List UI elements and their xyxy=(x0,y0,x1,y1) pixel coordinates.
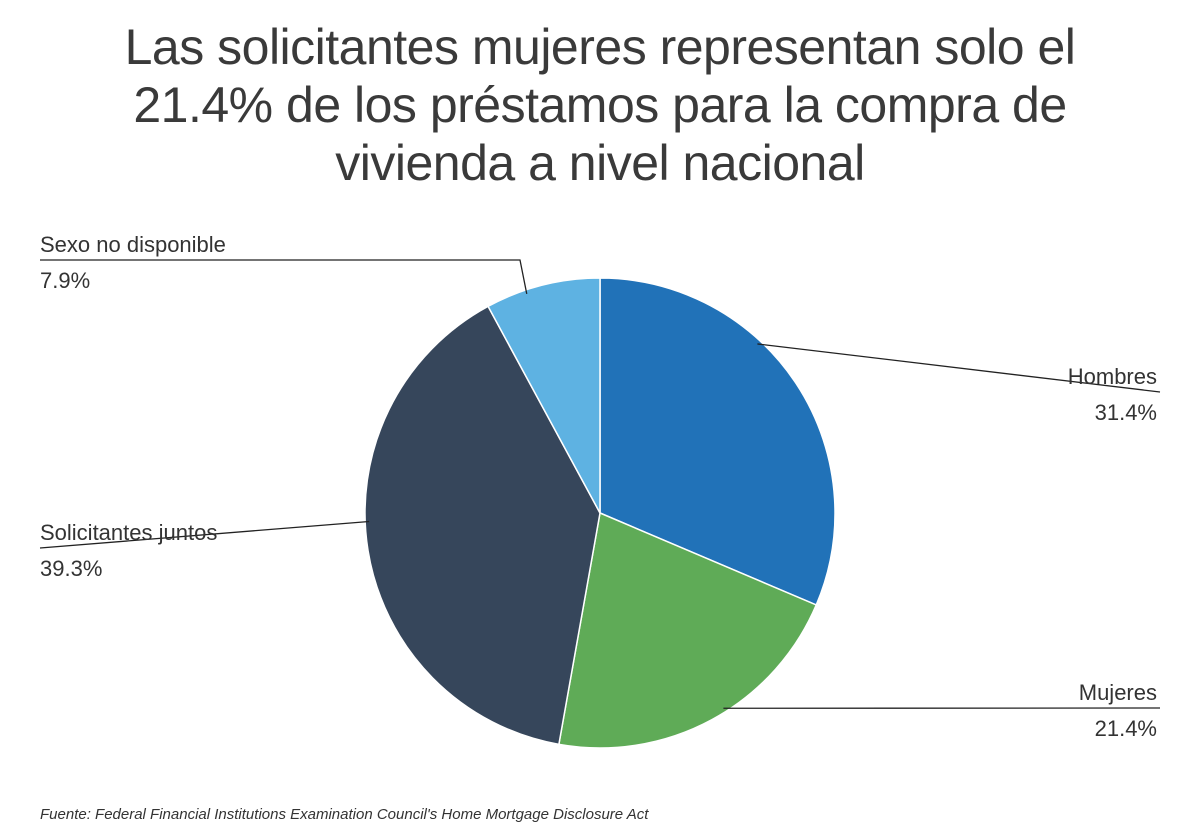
slice-value-mujeres: 21.4% xyxy=(1095,716,1157,741)
pie-slice-hombres xyxy=(599,277,836,606)
pie-labels: Hombres 31.4% Mujeres 21.4% Solicitantes jun… xyxy=(39,232,1161,741)
pie-slices xyxy=(364,277,836,749)
slice-value-sexo-no-disponible: 7.9% xyxy=(40,268,90,293)
title-line-1: Las solicitantes mujeres representan sol… xyxy=(124,19,1076,75)
title-line-3: vivienda a nivel nacional xyxy=(335,135,865,191)
pie-slice-mujeres xyxy=(558,511,818,749)
source-footnote: Fuente: Federal Financial Institutions E… xyxy=(40,806,649,823)
chart-title: Las solicitantes mujeres representan sol… xyxy=(40,18,1160,192)
pie-slice-solicitantes-juntos xyxy=(364,305,601,746)
slice-label-mujeres: Mujeres xyxy=(1079,680,1157,705)
slice-value-hombres: 31.4% xyxy=(1095,400,1157,425)
slice-label-sexo-no-disponible: Sexo no disponible xyxy=(40,232,226,257)
slice-label-hombres: Hombres xyxy=(1068,364,1157,389)
slice-label-solicitantes-juntos: Solicitantes juntos xyxy=(40,520,217,545)
leader-line-sexo-no-disponible xyxy=(40,259,528,295)
title-line-2: 21.4% de los préstamos para la compra de xyxy=(133,77,1067,133)
slice-value-solicitantes-juntos: 39.3% xyxy=(40,556,102,581)
pie-slice-sexo-no-disponible xyxy=(487,277,601,514)
leader-line-hombres xyxy=(757,343,1161,393)
leader-line-solicitantes-juntos xyxy=(39,520,370,549)
